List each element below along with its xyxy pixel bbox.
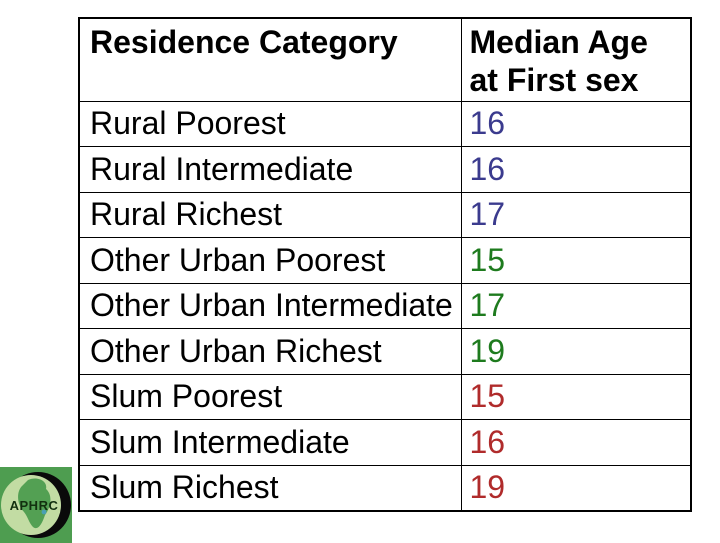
value-cell: 16 bbox=[460, 100, 692, 147]
table-row: Slum Intermediate 16 bbox=[78, 419, 692, 466]
category-cell: Other Urban Poorest bbox=[78, 237, 462, 284]
table-row: Other Urban Intermediate 17 bbox=[78, 282, 692, 329]
table-row: Rural Poorest 16 bbox=[78, 100, 692, 147]
column-header-median-age-label: Median Age at First sex bbox=[469, 24, 648, 98]
column-header-residence-category: Residence Category bbox=[78, 17, 462, 102]
logo-text: APHRC bbox=[10, 498, 59, 513]
category-cell: Other Urban Intermediate bbox=[78, 282, 462, 329]
table-row: Other Urban Richest 19 bbox=[78, 328, 692, 375]
column-header-median-age: Median Age at First sex bbox=[460, 17, 692, 102]
value-cell: 15 bbox=[460, 373, 692, 420]
value-cell: 19 bbox=[460, 328, 692, 375]
category-cell: Other Urban Richest bbox=[78, 328, 462, 375]
aphrc-logo: APHRC bbox=[0, 467, 72, 543]
median-age-table: Residence Category Median Age at First s… bbox=[78, 17, 692, 512]
category-cell: Slum Richest bbox=[78, 464, 462, 511]
value-cell: 15 bbox=[460, 237, 692, 284]
value-cell: 17 bbox=[460, 282, 692, 329]
logo-dot bbox=[41, 509, 47, 515]
table-row: Rural Intermediate 16 bbox=[78, 146, 692, 193]
category-cell: Rural Intermediate bbox=[78, 146, 462, 193]
category-cell: Slum Poorest bbox=[78, 373, 462, 420]
value-cell: 16 bbox=[460, 146, 692, 193]
africa-continent-shape bbox=[18, 478, 51, 529]
category-cell: Rural Poorest bbox=[78, 100, 462, 147]
value-cell: 19 bbox=[460, 464, 692, 511]
value-cell: 17 bbox=[460, 191, 692, 238]
value-cell: 16 bbox=[460, 419, 692, 466]
table-row: Other Urban Poorest 15 bbox=[78, 237, 692, 284]
globe-icon: APHRC bbox=[0, 467, 72, 543]
table-row: Slum Poorest 15 bbox=[78, 373, 692, 420]
category-cell: Rural Richest bbox=[78, 191, 462, 238]
table-row: Slum Richest 19 bbox=[78, 464, 692, 511]
header-row: Residence Category Median Age at First s… bbox=[78, 17, 692, 102]
table-row: Rural Richest 17 bbox=[78, 191, 692, 238]
category-cell: Slum Intermediate bbox=[78, 419, 462, 466]
